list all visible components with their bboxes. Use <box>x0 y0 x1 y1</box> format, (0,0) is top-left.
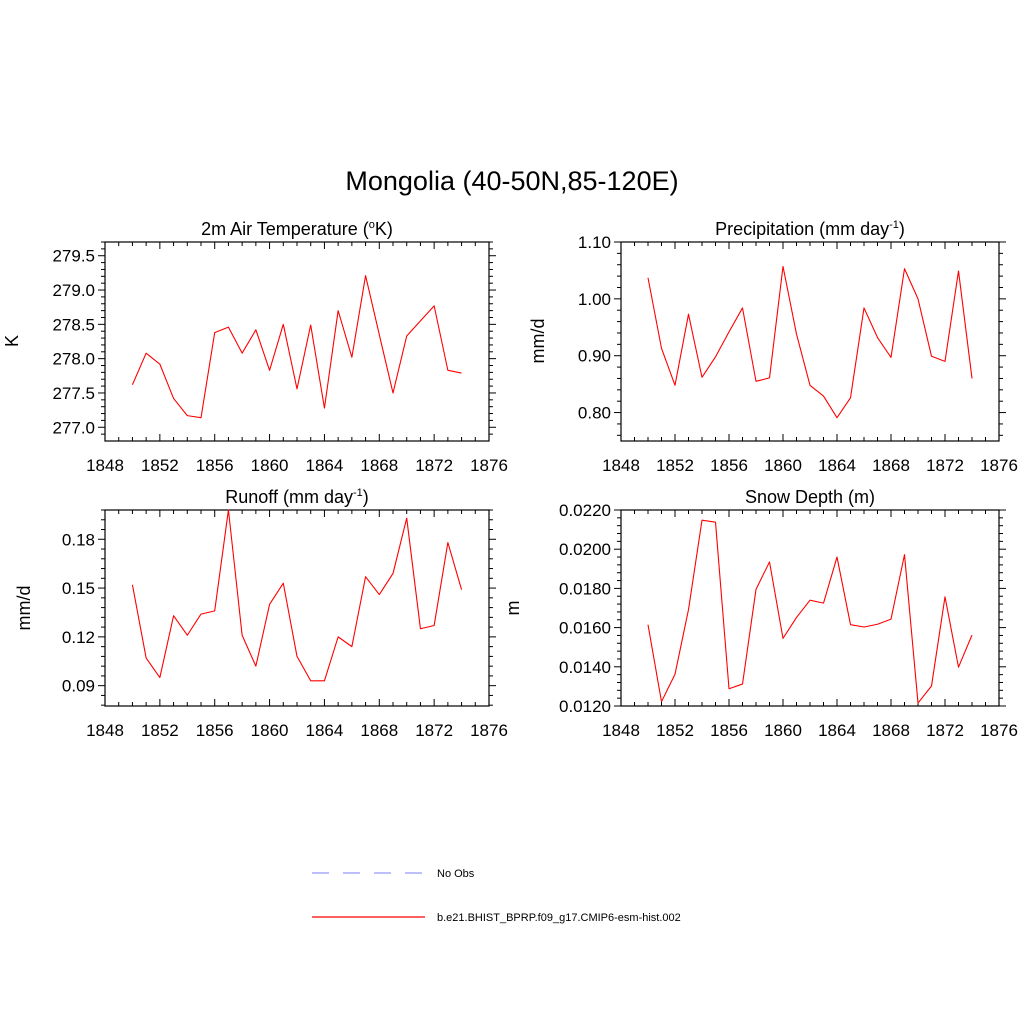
legend-label: b.e21.BHIST_BPRP.f09_g17.CMIP6-esm-hist.… <box>437 912 681 924</box>
x-tick-label: 1872 <box>926 456 964 475</box>
series-line <box>131 275 462 419</box>
x-tick-label: 1852 <box>141 721 179 740</box>
x-tick-label: 1872 <box>415 721 453 740</box>
y-tick-label: 0.18 <box>62 530 95 549</box>
y-tick-label: 279.0 <box>52 281 95 300</box>
panel-title: 2m Air Temperature (oK) <box>201 219 393 239</box>
panel-title: Snow Depth (m) <box>745 487 875 507</box>
y-tick-label: 0.12 <box>62 628 95 647</box>
x-tick-label: 1868 <box>360 721 398 740</box>
x-tick-label: 1868 <box>360 456 398 475</box>
x-tick-label: 1864 <box>306 721 344 740</box>
y-axis-label: mm/d <box>14 586 34 631</box>
y-tick-label: 0.0120 <box>559 697 611 716</box>
figure-title: Mongolia (40-50N,85-120E) <box>345 166 679 196</box>
chart-panel-1: 1848 1852 1856 1860 1864 1868 1872 1876 277.0 277… <box>2 219 508 475</box>
x-tick-label: 1876 <box>470 456 508 475</box>
panel-title: Precipitation (mm day-1) <box>715 219 905 239</box>
x-tick-label: 1864 <box>306 456 344 475</box>
x-tick-label: 1848 <box>602 721 640 740</box>
plot-frame <box>104 509 490 707</box>
x-tick-label: 1860 <box>251 721 289 740</box>
plot-frame <box>104 241 490 442</box>
y-tick-label: 0.0140 <box>559 658 611 677</box>
x-tick-label: 1860 <box>764 456 802 475</box>
x-tick-label: 1848 <box>86 456 124 475</box>
y-axis-label: m <box>503 601 523 616</box>
legend: No Obs b.e21.BHIST_BPRP.f09_g17.CMIP6-esm… <box>312 868 681 924</box>
legend-label: No Obs <box>437 868 475 880</box>
x-tick-label: 1872 <box>415 456 453 475</box>
x-tick-label: 1852 <box>141 456 179 475</box>
chart-panel-4: 1848 1852 1856 1860 1864 1868 1872 1876 0.0120 0.… <box>503 487 1018 740</box>
y-axis-label: mm/d <box>528 319 548 364</box>
chart-panel-3: 1848 1852 1856 1860 1864 1868 1872 1876 0.09 0.12… <box>14 487 508 740</box>
x-tick-label: 1860 <box>764 721 802 740</box>
chart-panel-2: 1848 1852 1856 1860 1864 1868 1872 1876 0.80 0.90… <box>528 219 1018 475</box>
x-tick-label: 1856 <box>196 721 234 740</box>
x-tick-label: 1864 <box>818 721 856 740</box>
series-line <box>647 519 973 704</box>
y-tick-label: 279.5 <box>52 247 95 266</box>
x-tick-label: 1852 <box>656 456 694 475</box>
y-axis-label: K <box>2 335 22 347</box>
y-tick-label: 0.09 <box>62 677 95 696</box>
x-tick-label: 1868 <box>872 456 910 475</box>
y-tick-label: 0.15 <box>62 579 95 598</box>
y-tick-label: 277.0 <box>52 418 95 437</box>
x-tick-label: 1876 <box>980 456 1018 475</box>
y-tick-label: 0.0160 <box>559 619 611 638</box>
series-line <box>647 265 973 419</box>
x-tick-label: 1876 <box>980 721 1018 740</box>
x-tick-label: 1876 <box>470 721 508 740</box>
plot-frame <box>620 509 1000 707</box>
x-tick-label: 1860 <box>251 456 289 475</box>
x-tick-label: 1848 <box>602 456 640 475</box>
x-tick-label: 1868 <box>872 721 910 740</box>
y-tick-label: 0.0200 <box>559 540 611 559</box>
x-tick-label: 1864 <box>818 456 856 475</box>
y-tick-label: 278.0 <box>52 350 95 369</box>
y-tick-label: 0.0180 <box>559 579 611 598</box>
x-tick-label: 1856 <box>196 456 234 475</box>
y-tick-label: 1.10 <box>578 233 611 252</box>
x-tick-label: 1856 <box>710 456 748 475</box>
panel-title: Runoff (mm day-1) <box>225 487 369 507</box>
y-tick-label: 278.5 <box>52 315 95 334</box>
y-tick-label: 277.5 <box>52 384 95 403</box>
x-tick-label: 1848 <box>86 721 124 740</box>
y-tick-label: 0.0220 <box>559 501 611 520</box>
plot-frame <box>620 241 1000 442</box>
x-tick-label: 1852 <box>656 721 694 740</box>
x-tick-label: 1856 <box>710 721 748 740</box>
y-tick-label: 0.90 <box>578 347 611 366</box>
x-tick-label: 1872 <box>926 721 964 740</box>
series-line <box>131 509 463 682</box>
y-tick-label: 1.00 <box>578 290 611 309</box>
y-tick-label: 0.80 <box>578 404 611 423</box>
